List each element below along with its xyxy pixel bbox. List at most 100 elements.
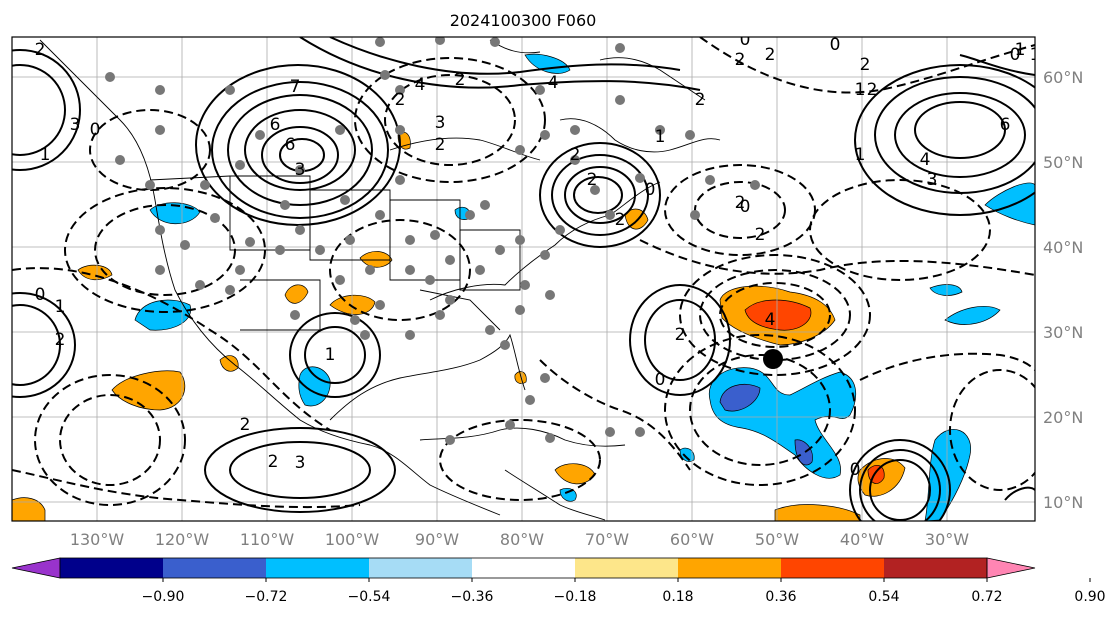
contour-label: 3 bbox=[435, 113, 446, 133]
contour-label: 2 bbox=[55, 330, 66, 350]
dashed-contours bbox=[12, 37, 1035, 509]
contour-label: 1 bbox=[855, 145, 866, 165]
map-title: 2024100300 F060 bbox=[450, 11, 597, 30]
lat-label: 40°N bbox=[1043, 238, 1083, 257]
contour-label: 1 bbox=[855, 80, 866, 100]
contour-label: 1 bbox=[40, 145, 51, 165]
contour-label: 2 bbox=[755, 225, 766, 245]
colorbar-ticks: −0.90 −0.72 −0.54 −0.36 −0.18 0.18 0.36 0.54 0.7… bbox=[142, 578, 1105, 605]
contour-label: 3 bbox=[295, 453, 306, 473]
contour-label: 4 bbox=[920, 150, 931, 170]
colorbar-tick-label: −0.54 bbox=[348, 589, 391, 605]
map-background bbox=[12, 37, 1035, 521]
lat-label: 50°N bbox=[1043, 153, 1083, 172]
colorbar-segment bbox=[60, 558, 164, 578]
red-core-atlantic bbox=[744, 299, 812, 331]
contour-label: 0 bbox=[645, 180, 656, 200]
colorbar-segment bbox=[678, 558, 782, 578]
contour-label: 2 bbox=[570, 145, 581, 165]
colorbar-segment bbox=[266, 558, 370, 578]
lon-label: 70°W bbox=[585, 530, 629, 549]
lon-label: 80°W bbox=[500, 530, 544, 549]
contour-label: 4 bbox=[415, 75, 426, 95]
lon-label: 60°W bbox=[670, 530, 714, 549]
colorbar-segment bbox=[163, 558, 267, 578]
colorbar-outline bbox=[59, 557, 988, 579]
contour-label: 0 bbox=[1010, 45, 1021, 65]
lon-label: 120°W bbox=[155, 530, 210, 549]
contour-label: 2 bbox=[675, 325, 686, 345]
lon-label: 50°W bbox=[755, 530, 799, 549]
contour-label: 0 bbox=[655, 370, 666, 390]
contour-label: 0 bbox=[740, 30, 751, 50]
latitude-labels: 60°N 50°N 40°N 30°N 20°N 10°N bbox=[1043, 68, 1083, 512]
contour-label: 6 bbox=[270, 115, 281, 135]
station-dots bbox=[105, 37, 760, 445]
coastlines bbox=[39, 39, 721, 521]
colorbar-tick-label: 0.18 bbox=[662, 589, 693, 605]
colorbar-tick-label: 0.54 bbox=[868, 589, 899, 605]
lon-label: 40°W bbox=[840, 530, 884, 549]
blue-region-east-2 bbox=[929, 284, 963, 296]
solid-contours bbox=[12, 37, 1035, 521]
longitude-labels: 130°W 120°W 110°W 100°W 90°W 80°W 70°W 6… bbox=[70, 530, 969, 549]
lat-label: 20°N bbox=[1043, 408, 1083, 427]
colorbar-tick-label: 0.72 bbox=[971, 589, 1002, 605]
contour-label: 2 bbox=[860, 55, 871, 75]
contour-label: 2 bbox=[455, 70, 466, 90]
orange-region-mex-2 bbox=[219, 355, 239, 372]
contour-label: 2 bbox=[867, 80, 878, 100]
lon-label: 130°W bbox=[70, 530, 125, 549]
orange-region-bottom bbox=[774, 504, 861, 521]
contour-label: 1 bbox=[55, 297, 66, 317]
colorbar-tick-label: 0.36 bbox=[765, 589, 796, 605]
orange-region-pac-2 bbox=[77, 264, 113, 281]
contour-label: 2 bbox=[435, 135, 446, 155]
contour-label: 2 bbox=[735, 193, 746, 213]
contour-label: 2 bbox=[695, 90, 706, 110]
contour-label: 2 bbox=[240, 415, 251, 435]
orange-region-fl bbox=[514, 371, 527, 384]
contour-label: 0 bbox=[35, 285, 46, 305]
orange-region-pac bbox=[111, 370, 186, 411]
contour-label: 2 bbox=[268, 452, 279, 472]
colorbar-segment bbox=[884, 558, 988, 578]
contour-label: 6 bbox=[285, 135, 296, 155]
lat-label: 30°N bbox=[1043, 323, 1083, 342]
orange-region-texas bbox=[284, 284, 309, 304]
contour-label: 1 bbox=[325, 345, 336, 365]
colorbar-extend-high bbox=[986, 557, 1036, 579]
lon-label: 90°W bbox=[415, 530, 459, 549]
blue-region-canada bbox=[524, 53, 571, 74]
contour-label: 2 bbox=[615, 210, 626, 230]
blue-region-pacific-1 bbox=[134, 299, 192, 331]
contour-label: 2 bbox=[395, 90, 406, 110]
lat-label: 10°N bbox=[1043, 493, 1083, 512]
blue-region-east bbox=[944, 306, 1001, 325]
contour-label: 4 bbox=[765, 310, 776, 330]
blue-region-scotia bbox=[559, 487, 577, 502]
graticule bbox=[12, 37, 1035, 521]
contour-label: 2 bbox=[35, 40, 46, 60]
blue-region-ne bbox=[984, 182, 1035, 226]
contour-label: 2 bbox=[587, 170, 598, 190]
contour-label: 0 bbox=[830, 35, 841, 55]
colorbar bbox=[11, 557, 1036, 579]
colorbar-tick-label: −0.72 bbox=[245, 589, 288, 605]
colorbar-tick-label: −0.36 bbox=[451, 589, 494, 605]
contour-label: 6 bbox=[1000, 115, 1011, 135]
contour-label: 3 bbox=[70, 115, 81, 135]
lon-label: 110°W bbox=[240, 530, 295, 549]
contour-label: 3 bbox=[295, 160, 306, 180]
colorbar-tick-label: −0.90 bbox=[142, 589, 185, 605]
contour-label: 0 bbox=[90, 120, 101, 140]
contour-label: 2 bbox=[735, 50, 746, 70]
colorbar-tick-label: −0.18 bbox=[554, 589, 597, 605]
orange-region-sw bbox=[12, 497, 46, 521]
lat-label: 60°N bbox=[1043, 68, 1083, 87]
contour-label: 0 bbox=[850, 460, 861, 480]
storm-center-marker bbox=[763, 349, 783, 369]
lon-label: 100°W bbox=[325, 530, 380, 549]
map-frame bbox=[11, 36, 1036, 522]
